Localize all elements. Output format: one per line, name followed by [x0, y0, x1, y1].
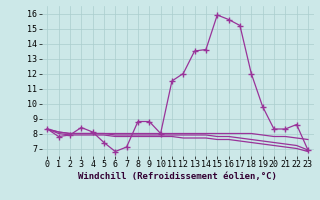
- X-axis label: Windchill (Refroidissement éolien,°C): Windchill (Refroidissement éolien,°C): [78, 172, 277, 181]
